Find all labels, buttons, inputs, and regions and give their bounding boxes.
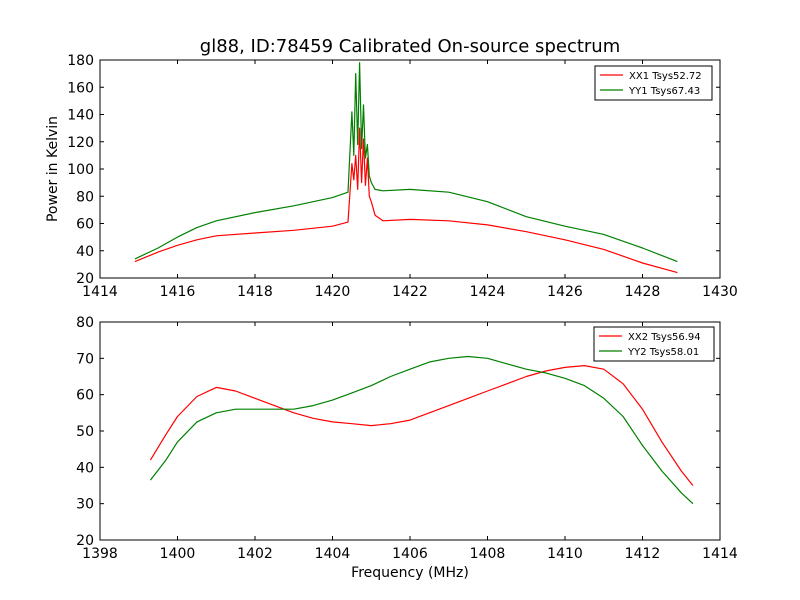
y-tick-label: 60 xyxy=(76,388,94,404)
top-panel: 1414 1416 1418 1420 1422 1424 1426 1428 1430 20 40… xyxy=(67,53,738,300)
x-tick-label: 1414 xyxy=(82,284,118,300)
y-tick-label: 30 xyxy=(76,497,94,513)
x-tick-label: 1416 xyxy=(160,284,196,300)
x-tick-label: 1408 xyxy=(470,546,506,562)
y-tick-label: 40 xyxy=(76,244,94,260)
x-tick-label: 1398 xyxy=(82,546,118,562)
x-tick-label: 1414 xyxy=(702,546,738,562)
y-tick-label: 140 xyxy=(67,108,94,124)
x-tick-label: 1400 xyxy=(160,546,196,562)
x-tick-label: 1418 xyxy=(237,284,273,300)
chart-title: gl88, ID:78459 Calibrated On-source spec… xyxy=(200,36,620,57)
x-tick-label: 1420 xyxy=(315,284,351,300)
x-tick-label: 1428 xyxy=(625,284,661,300)
y-tick-label: 80 xyxy=(76,189,94,205)
x-tick-label: 1426 xyxy=(547,284,583,300)
x-tick-label: 1410 xyxy=(547,546,583,562)
x-tick-label: 1424 xyxy=(470,284,506,300)
y-tick-label: 160 xyxy=(67,80,94,96)
y-tick-label: 70 xyxy=(76,351,94,367)
y-tick-label: 50 xyxy=(76,424,94,440)
x-tick-label: 1404 xyxy=(315,546,351,562)
y-tick-label: 120 xyxy=(67,135,94,151)
x-tick-label: 1406 xyxy=(392,546,428,562)
x-tick-label: 1430 xyxy=(702,284,738,300)
legend: XX1 Tsys52.72 YY1 Tsys67.43 xyxy=(594,65,713,101)
series-line-xx1 xyxy=(134,127,678,274)
series-line-yy1 xyxy=(134,62,678,263)
legend-box xyxy=(594,65,713,101)
x-tick-label: 1402 xyxy=(237,546,273,562)
series-line-yy2 xyxy=(149,355,694,505)
bottom-panel: 1398 1400 1402 1404 1406 1408 1410 1412 1414 20 30… xyxy=(76,315,738,562)
y-tick-label: 20 xyxy=(76,533,94,549)
x-tick-label: 1412 xyxy=(625,546,661,562)
x-axis-label: Frequency (MHz) xyxy=(351,565,469,581)
series-line-xx2 xyxy=(149,365,694,486)
y-tick-label: 60 xyxy=(76,217,94,233)
legend-label: YY1 Tsys67.43 xyxy=(628,86,700,97)
y-tick-label: 80 xyxy=(76,315,94,331)
legend-label: XX2 Tsys56.94 xyxy=(628,332,701,343)
legend-label: YY2 Tsys58.01 xyxy=(627,347,699,358)
legend-box xyxy=(593,326,715,362)
legend: XX2 Tsys56.94 YY2 Tsys58.01 xyxy=(593,326,715,362)
legend-label: XX1 Tsys52.72 xyxy=(629,71,702,82)
y-tick-label: 20 xyxy=(76,271,94,287)
y-tick-label: 40 xyxy=(76,460,94,476)
y-axis-label: Power in Kelvin xyxy=(45,116,61,222)
y-tick-label: 100 xyxy=(67,162,94,178)
y-tick-label: 180 xyxy=(67,53,94,69)
x-tick-label: 1422 xyxy=(392,284,428,300)
